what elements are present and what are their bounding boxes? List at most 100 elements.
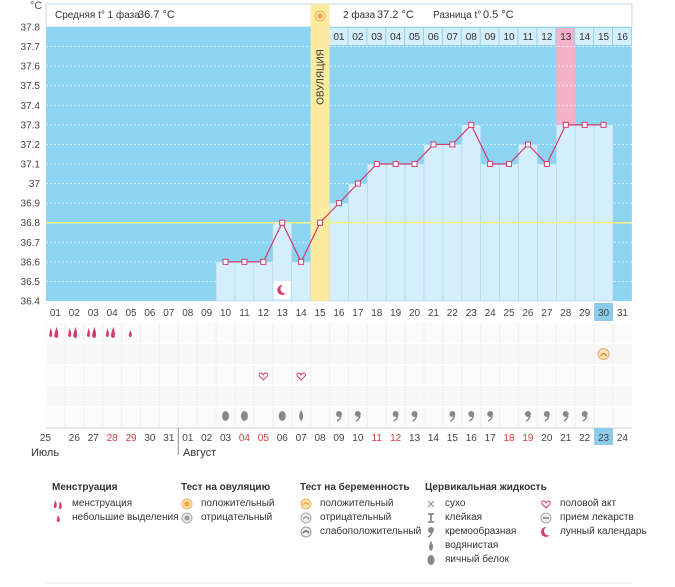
cycle-day-label: 29	[579, 308, 591, 319]
luteal-day-label: 06	[428, 32, 440, 43]
creamy-icon	[411, 411, 418, 417]
date-label: 25	[40, 433, 52, 444]
menstruation-drop-icon	[54, 327, 59, 338]
creamy-icon	[468, 411, 475, 417]
temperature-bar	[593, 124, 614, 302]
legend-item: прием лекарств	[540, 511, 647, 525]
heart-icon	[540, 498, 552, 510]
cycle-day-label: 20	[409, 308, 421, 319]
date-label: 04	[239, 433, 251, 444]
creamy-icon	[524, 411, 531, 417]
creamy-icon	[392, 411, 399, 417]
legend-item: лунный календарь	[540, 525, 647, 539]
temperature-point	[543, 161, 550, 167]
creamy-icon-tail	[582, 415, 588, 422]
moon-icon-cut	[280, 284, 290, 294]
egg-white-icon	[240, 411, 248, 421]
event-row	[46, 344, 632, 364]
luteal-day-label: 11	[523, 32, 534, 43]
luteal-day-cell	[575, 28, 594, 45]
event-row	[46, 365, 632, 385]
luteal-day-label: 04	[390, 32, 402, 43]
cycle-day-label: 15	[314, 308, 326, 319]
y-tick-label: 36.5	[21, 277, 41, 288]
phase1-value: 36.7 °C	[138, 9, 175, 21]
date-label: 03	[220, 433, 232, 444]
creamy-icon	[335, 411, 342, 417]
date-label: 21	[560, 433, 572, 444]
luteal-day-cell	[329, 28, 348, 45]
ovulation-label: ОВУЛЯЦИЯ	[316, 49, 327, 105]
creamy-icon-tail	[412, 415, 418, 422]
phase2-value: 37.2 °C	[377, 9, 414, 21]
legend-item: яичный белок	[425, 553, 547, 567]
temperature-bar	[480, 163, 500, 302]
legend-item: сухо	[425, 497, 547, 511]
luteal-day-cell	[499, 28, 518, 45]
today-cycle-cell	[594, 303, 613, 321]
luteal-day-label: 12	[541, 32, 553, 43]
menstruation-drop-icon	[73, 327, 78, 338]
cycle-day-label: 01	[50, 308, 62, 319]
legend-item: положительный	[181, 497, 274, 511]
cycle-day-label: 31	[617, 308, 629, 319]
date-label: 24	[617, 433, 629, 444]
y-tick-label: 36.6	[21, 257, 41, 268]
legend-item: половой акт	[540, 497, 647, 511]
date-label: 06	[277, 433, 289, 444]
temperature-bar	[253, 261, 274, 302]
cycle-day-label: 22	[447, 308, 459, 319]
cycle-day-label: 08	[182, 308, 194, 319]
date-label: 16	[466, 433, 478, 444]
creamy-icon	[581, 411, 588, 417]
menstruation-drops-icon	[52, 498, 64, 510]
temperature-point	[506, 161, 513, 167]
temperature-point	[487, 161, 494, 167]
temperature-point	[392, 161, 399, 167]
y-tick-label: 37.6	[21, 62, 41, 73]
creamy-icon-tail	[336, 415, 342, 422]
legend-item: небольшие выделения	[52, 511, 179, 525]
y-tick-label: 36.9	[21, 199, 41, 210]
y-tick-label: 37.8	[21, 23, 41, 34]
positive-test-icon	[181, 498, 193, 510]
temperature-bar	[234, 261, 255, 302]
cycle-day-label: 24	[485, 308, 497, 319]
sun-icon-core	[317, 13, 323, 19]
legend-item: кремообразная	[425, 525, 547, 539]
temperature-bar	[574, 124, 595, 302]
egg-white-icon	[278, 411, 286, 421]
luteal-day-cell	[386, 28, 405, 45]
temperature-point	[430, 141, 437, 148]
today-date-cell	[594, 428, 613, 445]
heart-icon	[258, 372, 269, 381]
temperature-bar	[404, 163, 425, 302]
creamy-icon-tail	[393, 415, 399, 422]
menstruation-drop-icon	[92, 327, 97, 338]
date-label: 26	[69, 433, 81, 444]
y-tick-label: 37	[29, 179, 41, 190]
temperature-bar	[348, 183, 368, 302]
event-row	[46, 323, 632, 343]
cycle-day-label: 04	[107, 308, 119, 319]
egg-white-icon	[425, 554, 437, 566]
legend-item: клейкая	[425, 511, 547, 525]
temperature-bar	[499, 163, 519, 302]
creamy-icon	[425, 526, 437, 538]
date-label: 29	[125, 433, 137, 444]
luteal-day-label: 09	[485, 32, 497, 43]
date-label: 14	[428, 433, 440, 444]
sticky-icon	[425, 512, 437, 524]
legend-title: Тест на беременность	[300, 482, 410, 493]
diff-value: 0.5 °C	[483, 9, 514, 21]
creamy-icon	[543, 411, 550, 417]
creamy-icon-tail	[355, 415, 361, 422]
temperature-point	[279, 219, 286, 226]
luteal-day-cell	[442, 28, 461, 45]
date-label: 27	[88, 433, 100, 444]
legend-cervical-fluid: Цервикальная жидкость сухо клейкая кремо…	[425, 482, 547, 567]
date-label: 22	[579, 433, 591, 444]
cycle-day-label: 02	[69, 308, 81, 319]
temperature-bar	[366, 163, 387, 302]
diff-label: Разница t°	[433, 10, 482, 21]
